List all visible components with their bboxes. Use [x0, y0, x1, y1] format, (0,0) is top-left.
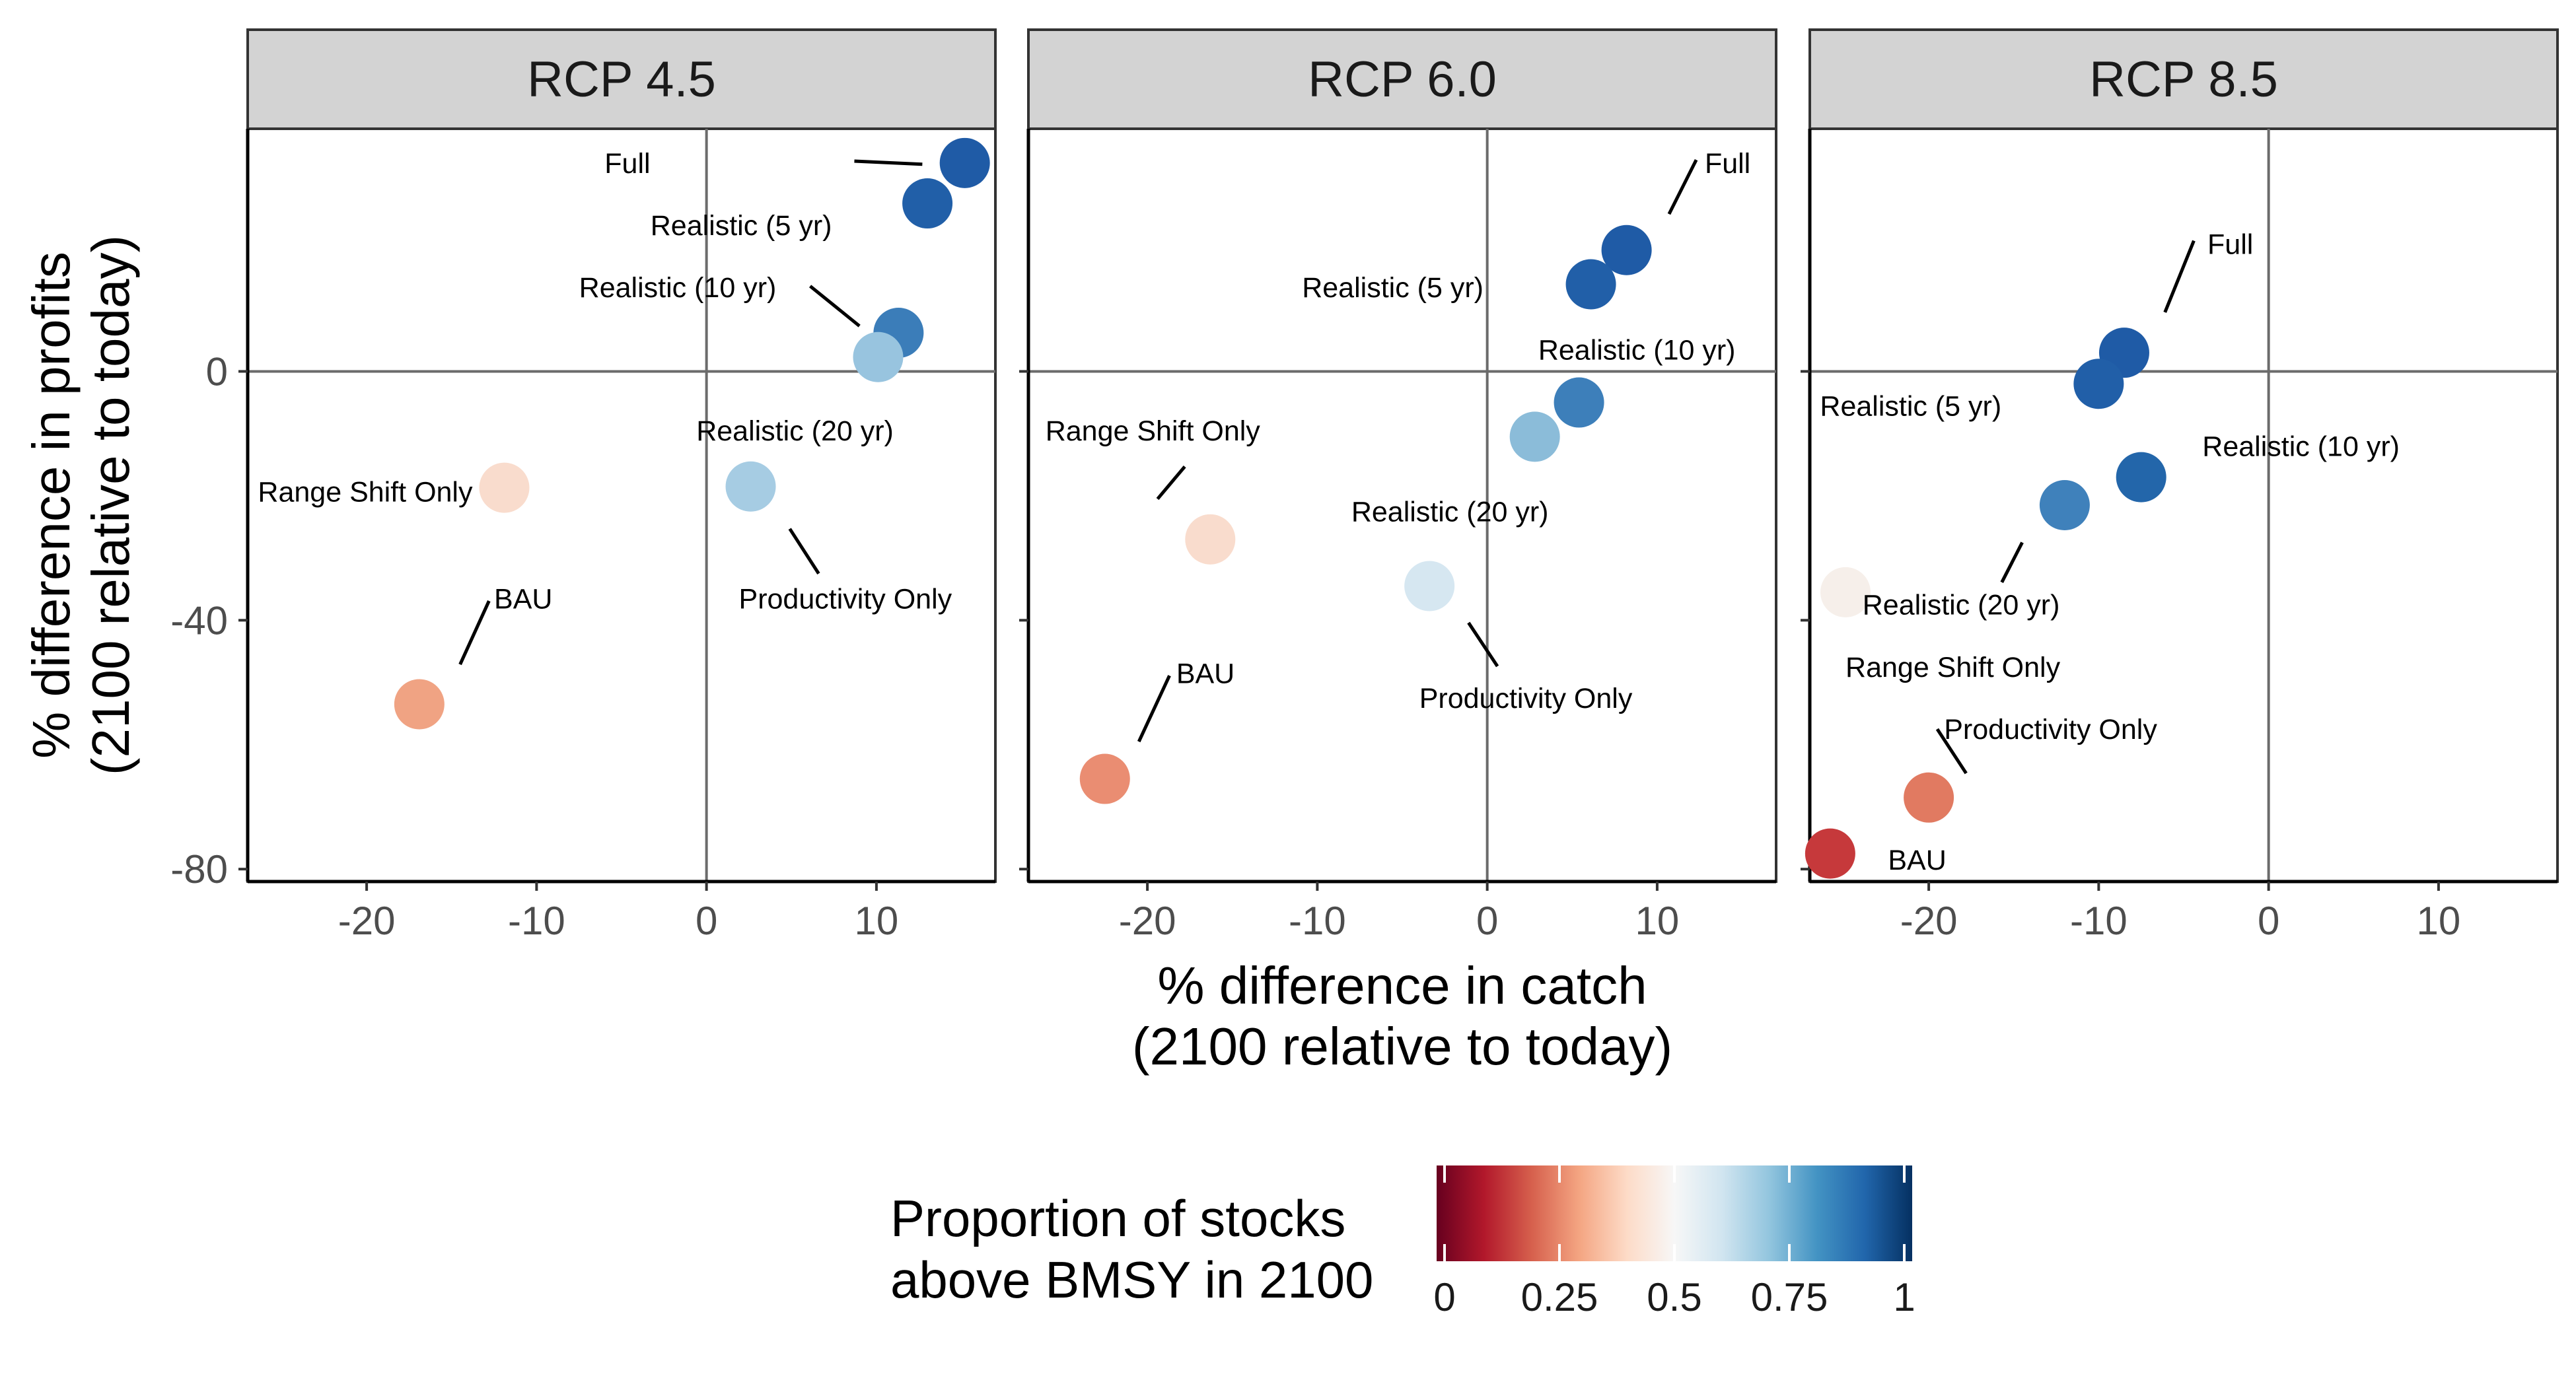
leader-line-2-0	[2163, 240, 2196, 313]
facet-title-2: RCP 8.5	[2089, 52, 2278, 108]
leader-line-1-1	[1156, 465, 1186, 501]
point-label-2-4: Range Shift Only	[1845, 652, 2061, 683]
point-2-5	[1904, 772, 1954, 823]
x-axis-title-line1: % difference in catch	[1157, 956, 1647, 1015]
y-tick-label-2: 0	[206, 349, 228, 394]
point-1-1	[1565, 259, 1616, 310]
facet-strip-2	[1808, 28, 2559, 130]
point-label-2-2: Realistic (10 yr)	[2202, 431, 2400, 462]
point-label-0-3: Realistic (20 yr)	[696, 415, 894, 447]
point-1-6	[1079, 753, 1130, 804]
y-axis-title-line1: % difference in profits	[22, 252, 81, 759]
legend-tick-label-4: 1	[1893, 1275, 1915, 1319]
legend-title-line1: Proportion of stocks	[890, 1189, 1345, 1247]
point-2-1	[2073, 359, 2124, 409]
point-label-2-3: Realistic (20 yr)	[1863, 590, 2060, 621]
panel-border-0	[246, 127, 997, 883]
x-tick-label-2-3: 10	[2417, 899, 2461, 943]
point-1-2	[1554, 377, 1604, 428]
leader-line-1-2	[1467, 621, 1499, 668]
point-1-3	[1509, 411, 1560, 462]
point-1-5	[1185, 514, 1236, 565]
leader-line-0-3	[458, 600, 491, 666]
point-label-1-0: Full	[1705, 148, 1750, 180]
point-label-0-1: Realistic (5 yr)	[651, 210, 832, 242]
x-tick-label-1-0: -20	[1119, 899, 1176, 943]
point-label-2-1: Realistic (5 yr)	[1820, 390, 2001, 422]
point-0-6	[394, 679, 445, 730]
x-tick-label-2-2: 0	[2258, 899, 2279, 943]
point-label-0-0: Full	[604, 148, 650, 180]
point-2-4	[1820, 567, 1871, 617]
point-label-1-5: Productivity Only	[1419, 683, 1633, 714]
point-2-6	[1805, 828, 1855, 879]
leader-line-0-1	[809, 285, 861, 328]
point-label-1-3: Realistic (20 yr)	[1351, 496, 1549, 528]
point-2-3	[2039, 480, 2090, 530]
point-0-5	[479, 462, 530, 513]
x-tick-label-0-0: -20	[338, 899, 396, 943]
x-tick-label-0-2: 0	[696, 899, 717, 943]
y-tick-label-0: -80	[170, 847, 228, 891]
legend-title-line2: above BMSY in 2100	[890, 1251, 1373, 1309]
point-label-0-4: Range Shift Only	[258, 476, 473, 508]
point-label-1-1: Realistic (5 yr)	[1302, 272, 1484, 304]
legend-tick-label-3: 0.75	[1751, 1275, 1828, 1319]
facet-title-0: RCP 4.5	[527, 52, 716, 108]
point-label-1-2: Realistic (10 yr)	[1538, 334, 1736, 366]
y-axis-title-line2: (2100 relative to today)	[81, 235, 140, 775]
x-tick-label-1-2: 0	[1476, 899, 1498, 943]
legend-tick-label-0: 0	[1433, 1275, 1455, 1319]
leader-line-2-1	[2000, 541, 2024, 583]
point-label-1-6: BAU	[1176, 658, 1234, 689]
leader-line-1-3	[1137, 675, 1171, 743]
point-2-2	[2116, 452, 2166, 503]
panel-border-2	[1808, 127, 2559, 883]
point-label-0-6: BAU	[494, 583, 552, 615]
facet-strip-0	[246, 28, 997, 130]
legend-tick-label-1: 0.25	[1521, 1275, 1598, 1319]
point-0-3	[853, 331, 904, 382]
point-label-2-5: Productivity Only	[1944, 714, 2157, 746]
x-axis-title-line2: (2100 relative to today)	[1132, 1017, 1672, 1076]
point-1-0	[1601, 225, 1652, 275]
facet-title-1: RCP 6.0	[1308, 52, 1497, 108]
leader-line-2-2	[1935, 728, 1968, 775]
point-1-4	[1404, 561, 1455, 611]
point-0-0	[939, 137, 990, 188]
point-label-2-6: BAU	[1888, 845, 1946, 876]
y-tick-label-1: -40	[170, 598, 228, 643]
point-label-0-2: Realistic (10 yr)	[579, 272, 777, 304]
x-tick-label-2-0: -20	[1900, 899, 1958, 943]
point-label-2-0: Full	[2207, 228, 2253, 260]
leader-line-0-0	[854, 159, 923, 166]
x-tick-label-1-3: 10	[1635, 899, 1680, 943]
leader-line-1-0	[1667, 158, 1698, 215]
x-tick-label-2-1: -10	[2070, 899, 2128, 943]
x-tick-label-1-1: -10	[1289, 899, 1346, 943]
legend-tick-label-2: 0.5	[1647, 1275, 1701, 1319]
facet-strip-1	[1027, 28, 1777, 130]
panel-border-1	[1027, 127, 1777, 883]
point-0-4	[725, 461, 776, 512]
point-label-0-5: Productivity Only	[739, 583, 952, 615]
x-tick-label-0-1: -10	[508, 899, 565, 943]
x-tick-label-0-3: 10	[855, 899, 899, 943]
point-label-1-4: Range Shift Only	[1046, 415, 1261, 447]
point-0-1	[902, 178, 953, 229]
leader-line-0-2	[788, 528, 820, 574]
